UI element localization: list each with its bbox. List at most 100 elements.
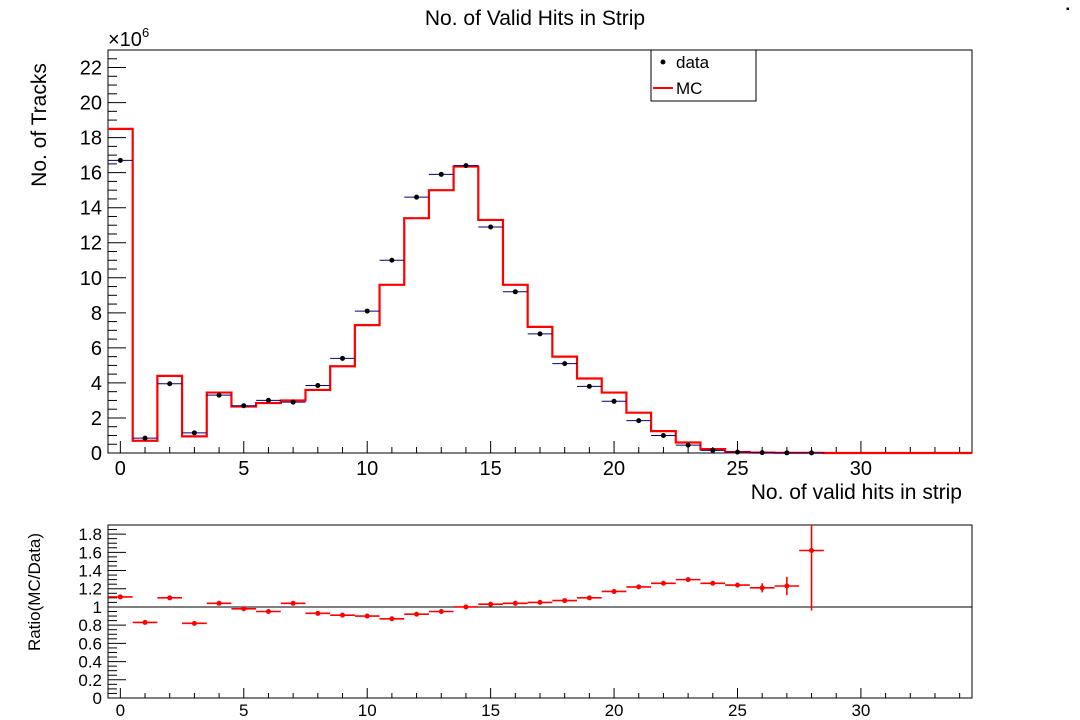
- x-tick-label: 20: [603, 458, 625, 480]
- legend-mc-label: MC: [676, 79, 702, 98]
- data-point: [256, 397, 281, 403]
- legend-box: [650, 49, 757, 102]
- data-point: [330, 355, 355, 361]
- y-exponent-label: ×106: [108, 25, 149, 51]
- legend: data MC: [650, 49, 757, 102]
- ratio-points: [108, 525, 824, 626]
- ratio-axis-ticks: [108, 524, 961, 699]
- data-point: [108, 157, 133, 163]
- data-point: [379, 257, 405, 263]
- ratio-point: [577, 595, 602, 601]
- ratio-point: [108, 594, 133, 600]
- legend-data-marker: [660, 59, 666, 65]
- ratio-x-tick-label: 5: [239, 701, 248, 720]
- ratio-y-tick-label: 1.6: [78, 543, 102, 562]
- ratio-x-tick-labels: 0 5 10 15 20 25 30: [116, 701, 871, 720]
- y-tick-label: 18: [80, 128, 102, 150]
- ratio-point: [725, 582, 750, 588]
- ratio-point: [453, 604, 479, 610]
- data-point: [231, 403, 257, 409]
- ratio-point: [552, 598, 578, 604]
- ratio-point: [478, 601, 503, 607]
- data-point: [305, 383, 331, 389]
- main-plot: 0 5 10 15 20 25 30 0 2 4 6 8 10 12 14 16 18 20 22: [80, 49, 973, 480]
- ratio-point: [404, 611, 429, 617]
- data-point: [626, 418, 652, 424]
- ratio-point: [774, 576, 800, 596]
- ratio-point: [206, 600, 232, 606]
- data-point: [502, 289, 528, 295]
- x-tick-label: 30: [850, 458, 872, 480]
- data-point: [552, 361, 578, 367]
- ratio-x-tick-label: 10: [358, 701, 377, 720]
- ratio-y-tick-label: 0: [93, 689, 102, 708]
- y-tick-label: 2: [91, 408, 102, 430]
- ratio-point: [527, 599, 553, 605]
- main-axis-ticks: [108, 49, 961, 454]
- ratio-plot: 0 5 10 15 20 25 30 00.20.40.60.811.21.41.61.8: [78, 524, 973, 720]
- y-tick-label: 4: [91, 373, 102, 395]
- ratio-y-tick-labels: 00.20.40.60.811.21.41.61.8: [78, 525, 102, 708]
- data-point: [157, 381, 183, 387]
- ratio-point: [182, 620, 207, 626]
- data-point: [527, 331, 553, 337]
- data-point: [404, 194, 429, 200]
- data-point: [132, 435, 158, 441]
- ratio-point: [280, 600, 306, 606]
- data-point: [182, 430, 207, 436]
- ratio-y-tick-label: 0.6: [78, 634, 102, 653]
- mc-histogram: [108, 127, 972, 455]
- ratio-point: [157, 595, 183, 601]
- x-tick-label: 15: [480, 458, 502, 480]
- ratio-x-tick-label: 15: [481, 701, 500, 720]
- y-tick-label: 12: [80, 233, 102, 255]
- data-point: [675, 442, 701, 448]
- y-tick-label: 14: [80, 198, 102, 220]
- y-tick-label: 8: [91, 303, 102, 325]
- data-point: [428, 171, 454, 177]
- ratio-point: [379, 616, 405, 622]
- ratio-point: [651, 580, 676, 586]
- legend-data-label: data: [676, 53, 710, 72]
- ratio-point: [626, 584, 652, 590]
- data-point: [280, 399, 306, 405]
- ratio-x-tick-label: 25: [728, 701, 747, 720]
- ratio-point: [675, 577, 701, 583]
- data-point: [453, 163, 479, 169]
- corner-mark: ▪: [1066, 4, 1070, 15]
- ratio-y-tick-label: 0.4: [78, 653, 102, 672]
- data-point: [354, 308, 380, 314]
- ratio-plot-frame: [107, 524, 973, 699]
- ratio-point: [305, 610, 331, 616]
- ratio-point: [256, 609, 281, 614]
- x-tick-label: 0: [115, 458, 126, 480]
- y-tick-label: 0: [91, 443, 102, 465]
- ratio-x-tick-label: 30: [851, 701, 870, 720]
- ratio-point: [502, 600, 528, 606]
- ratio-y-tick-label: 0.8: [78, 616, 102, 635]
- y-tick-label: 6: [91, 338, 102, 360]
- ratio-y-tick-label: 0.2: [78, 671, 102, 690]
- x-tick-label: 10: [356, 458, 378, 480]
- ratio-point: [700, 580, 726, 586]
- data-point: [651, 432, 676, 438]
- main-plot-frame: [107, 49, 973, 454]
- main-y-tick-labels: 0 2 4 6 8 10 12 14 16 18 20 22: [80, 58, 102, 465]
- ratio-point: [330, 612, 355, 618]
- ratio-point: [354, 613, 380, 619]
- data-point: [799, 450, 824, 456]
- ratio-point: [749, 583, 775, 593]
- y-axis-title: No. of Tracks: [28, 63, 51, 187]
- y-tick-label: 10: [80, 268, 102, 290]
- data-point: [725, 449, 750, 455]
- ratio-x-tick-label: 20: [605, 701, 624, 720]
- chart-title: No. of Valid Hits in Strip: [425, 7, 645, 30]
- ratio-point: [428, 609, 454, 614]
- ratio-point: [799, 525, 824, 611]
- ratio-y-tick-label: 1: [93, 598, 102, 617]
- ratio-y-axis-title: Ratio(MC/Data): [25, 533, 44, 651]
- y-tick-label: 20: [80, 93, 102, 115]
- y-tick-label: 16: [80, 163, 102, 185]
- data-point: [774, 450, 800, 456]
